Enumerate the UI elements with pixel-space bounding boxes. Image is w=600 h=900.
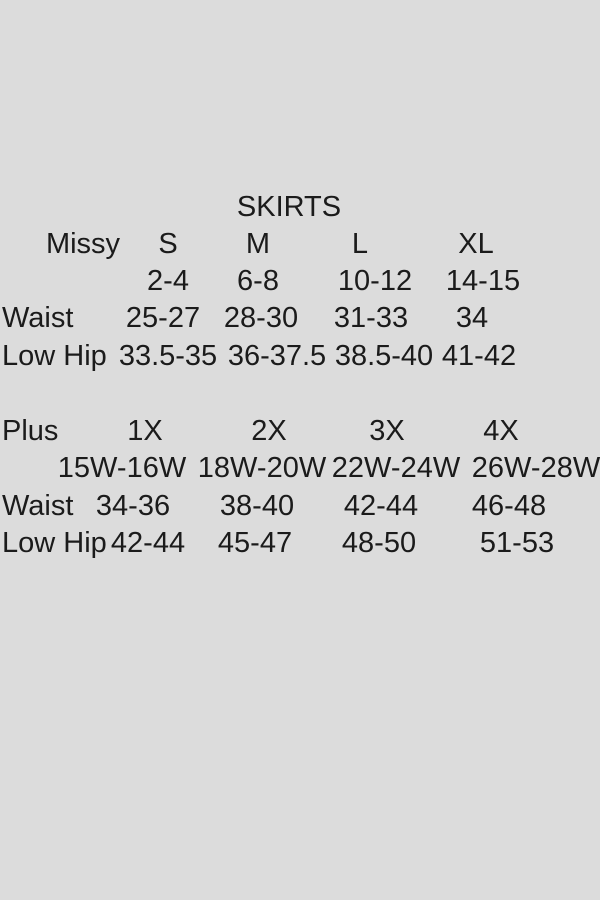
plus-size-header-1x: 1X	[127, 415, 163, 447]
missy-low-hip-l: 38.5-40	[334, 340, 434, 372]
plus-low-hip-2x: 45-47	[217, 527, 293, 559]
missy-waist-xl: 34	[455, 302, 489, 334]
missy-low-hip-m: 36-37.5	[227, 340, 327, 372]
plus-section-label: Plus	[2, 415, 59, 447]
missy-low-hip-s: 33.5-35	[118, 340, 218, 372]
missy-size-header-l: L	[351, 228, 369, 260]
plus-size-header-4x: 4X	[483, 415, 519, 447]
plus-waist-label: Waist	[2, 490, 74, 522]
missy-low-hip-xl: 41-42	[441, 340, 517, 372]
missy-waist-label: Waist	[2, 302, 74, 334]
missy-size-header-s: S	[158, 228, 178, 260]
plus-low-hip-label: Low Hip	[2, 527, 107, 559]
missy-low-hip-label: Low Hip	[2, 340, 107, 372]
plus-numeric-size-4x: 26W-28W	[471, 452, 600, 484]
missy-size-header-m: M	[245, 228, 271, 260]
missy-size-header-xl: XL	[458, 228, 494, 260]
plus-waist-4x: 46-48	[471, 490, 547, 522]
plus-low-hip-3x: 48-50	[341, 527, 417, 559]
missy-numeric-size-xl: 14-15	[445, 265, 521, 297]
missy-waist-l: 31-33	[333, 302, 409, 334]
missy-section-label: Missy	[45, 228, 121, 260]
plus-numeric-size-1x: 15W-16W	[57, 452, 187, 484]
missy-waist-m: 28-30	[223, 302, 299, 334]
missy-numeric-size-l: 10-12	[337, 265, 413, 297]
missy-numeric-size-m: 6-8	[237, 265, 279, 297]
plus-numeric-size-2x: 18W-20W	[197, 452, 327, 484]
plus-low-hip-1x: 42-44	[110, 527, 186, 559]
missy-waist-s: 25-27	[125, 302, 201, 334]
plus-waist-2x: 38-40	[219, 490, 295, 522]
plus-size-header-2x: 2X	[251, 415, 287, 447]
plus-size-header-3x: 3X	[369, 415, 405, 447]
plus-low-hip-4x: 51-53	[479, 527, 555, 559]
chart-title: SKIRTS	[236, 191, 342, 223]
plus-waist-3x: 42-44	[343, 490, 419, 522]
plus-numeric-size-3x: 22W-24W	[331, 452, 461, 484]
plus-waist-1x: 34-36	[95, 490, 171, 522]
missy-numeric-size-s: 2-4	[147, 265, 189, 297]
